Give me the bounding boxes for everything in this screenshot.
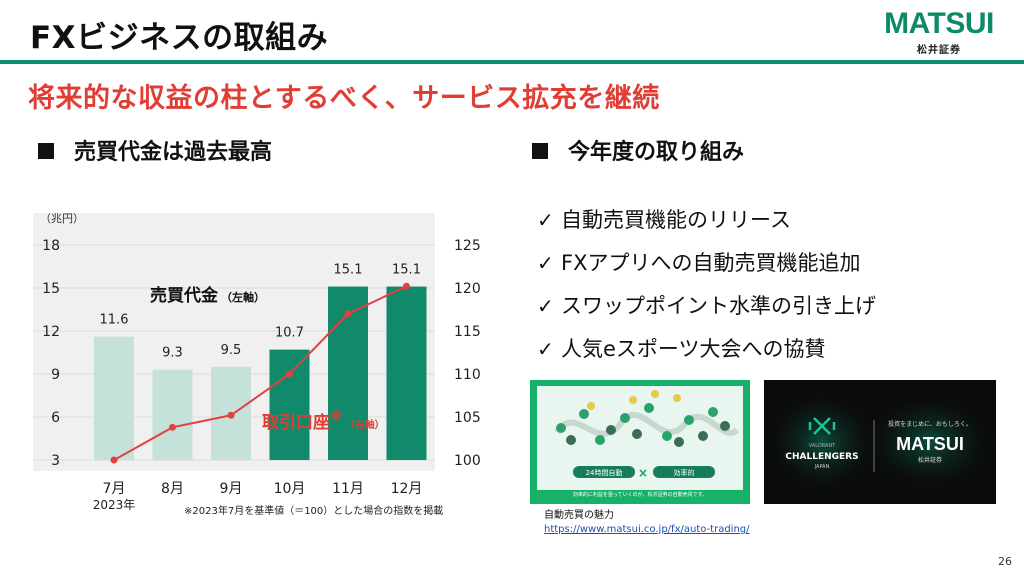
bar-value-label: 15.1 [392,263,421,278]
chart-bar-labels: 11.6 9.3 9.5 10.7 15.1 15.1 [100,263,421,361]
cross-icon: × [638,466,648,480]
line-point [110,456,118,464]
chart-left-axis-ticks: 3 6 9 12 15 18 [42,238,60,469]
chart-x-axis-ticks: 7月 8月 9月 10月 11月 12月 [103,481,423,497]
bullet-square-icon [532,143,548,159]
header-divider [0,60,1024,64]
bar-value-label: 9.3 [162,346,183,361]
logo-text: MATSUI [884,7,994,40]
list-item: ✓ 自動売買機能のリリース [537,204,876,247]
slide-subtitle: 将来的な収益の柱とするべく、サービス拡充を継続 [28,83,660,114]
x-axis-year-label: 2023年 [93,498,136,512]
matsui-logo: MATSUI 松井証券 [879,7,999,57]
chart-bars [94,286,427,460]
right-axis-tick: 100 [454,453,481,469]
line-series-path [113,285,407,461]
line-series-label: 取引口座※（右軸） [262,410,385,434]
esports-sponsor-image: VALORANT CHALLENGERS JAPAN 投資をまじめに、おもしろく… [764,380,996,504]
bar-10月 [269,349,310,460]
bar-value-label: 9.5 [221,343,242,358]
brand-logo-text: MATSUI [896,434,964,454]
initiatives-list: ✓ 自動売買機能のリリース ✓ FXアプリへの自動売買機能追加 ✓ スワップポイント水… [537,204,876,376]
bar-value-label: 11.6 [100,313,129,328]
left-axis-tick: 18 [42,238,60,254]
left-axis-tick: 6 [51,410,60,426]
line-point [227,411,235,419]
left-axis-tick: 9 [51,367,60,383]
image-caption: 自動売買の魅力 https://www.matsui.co.jp/fx/auto… [544,509,750,537]
line-point [286,370,293,378]
chart-right-axis-ticks: 100 105 110 115 120 125 [454,238,481,469]
list-item: ✓ スワップポイント水準の引き上げ [537,290,876,333]
x-axis-tick: 12月 [391,481,423,497]
brand-tagline: 投資をまじめに、おもしろく。 [888,420,972,428]
bar-value-label: 10.7 [275,326,304,341]
right-axis-tick: 120 [454,281,481,297]
auto-trading-link[interactable]: https://www.matsui.co.jp/fx/auto-trading… [544,524,750,535]
right-section-heading-text: 今年度の取り組み [568,140,745,165]
bar-7月 [94,336,134,460]
valorant-emblem-icon [808,417,836,435]
x-axis-tick: 8月 [161,481,184,497]
left-axis-tick: 15 [42,281,60,297]
right-axis-tick: 110 [454,367,481,383]
x-axis-tick: 7月 [103,481,126,497]
list-item: ✓ 人気eスポーツ大会への協賛 [537,333,876,376]
left-axis-tick: 12 [42,324,60,340]
bar-12月 [386,286,427,460]
shot1-tag-right: 効率的 [674,468,695,477]
chart-footnote: ※2023年7月を基準値（＝100）とした場合の指数を掲載 [184,504,443,517]
page-title: FXビジネスの取組み [30,20,329,56]
x-axis-tick: 11月 [332,481,364,497]
shot1-caption: 効率的に利益を狙っていくのが、松井証券の自動売買です。 [572,492,708,498]
bar-8月 [152,369,193,460]
valorant-label: VALORANT [809,443,836,449]
line-point [403,282,410,290]
bullet-square-icon [38,143,54,159]
right-axis-tick: 125 [454,238,481,254]
shot1-tag-left: 24時間自動 [586,468,623,477]
right-axis-tick: 105 [454,410,481,426]
bar-value-label: 15.1 [334,263,363,278]
left-axis-tick: 3 [51,453,60,469]
bar-series-label: 売買代金 （左軸） [150,285,265,306]
auto-trading-image: 24時間自動 × 効率的 効率的に利益を狙っていくのが、松井証券の自動売買です。 [530,380,750,504]
page-number: 26 [998,555,1012,568]
list-item: ✓ FXアプリへの自動売買機能追加 [537,247,876,290]
left-axis-unit: （兆円） [40,212,84,225]
chart-line-series [110,282,410,464]
esports-graphic: VALORANT CHALLENGERS JAPAN 投資をまじめに、おもしろく… [764,387,996,497]
brand-logo-subtext: 松井証券 [918,456,942,464]
x-axis-tick: 9月 [220,481,243,497]
check-icon: ✓ [537,208,554,232]
check-icon: ✓ [537,337,554,361]
japan-label: JAPAN [814,464,830,470]
right-axis-tick: 115 [454,324,481,340]
challengers-label: CHALLENGERS [785,452,858,462]
left-section-heading-text: 売買代金は過去最高 [74,140,273,165]
x-axis-tick: 10月 [274,481,306,497]
logo-subtext: 松井証券 [917,45,961,56]
check-icon: ✓ [537,251,554,275]
line-point [169,423,176,431]
line-point [344,310,352,318]
check-icon: ✓ [537,294,554,318]
left-section-heading: 売買代金は過去最高 [38,134,272,166]
caption-text: 自動売買の魅力 [544,510,614,521]
right-section-heading: 今年度の取り組み [532,134,744,166]
auto-trading-illustration: 24時間自動 × 効率的 [554,390,740,480]
